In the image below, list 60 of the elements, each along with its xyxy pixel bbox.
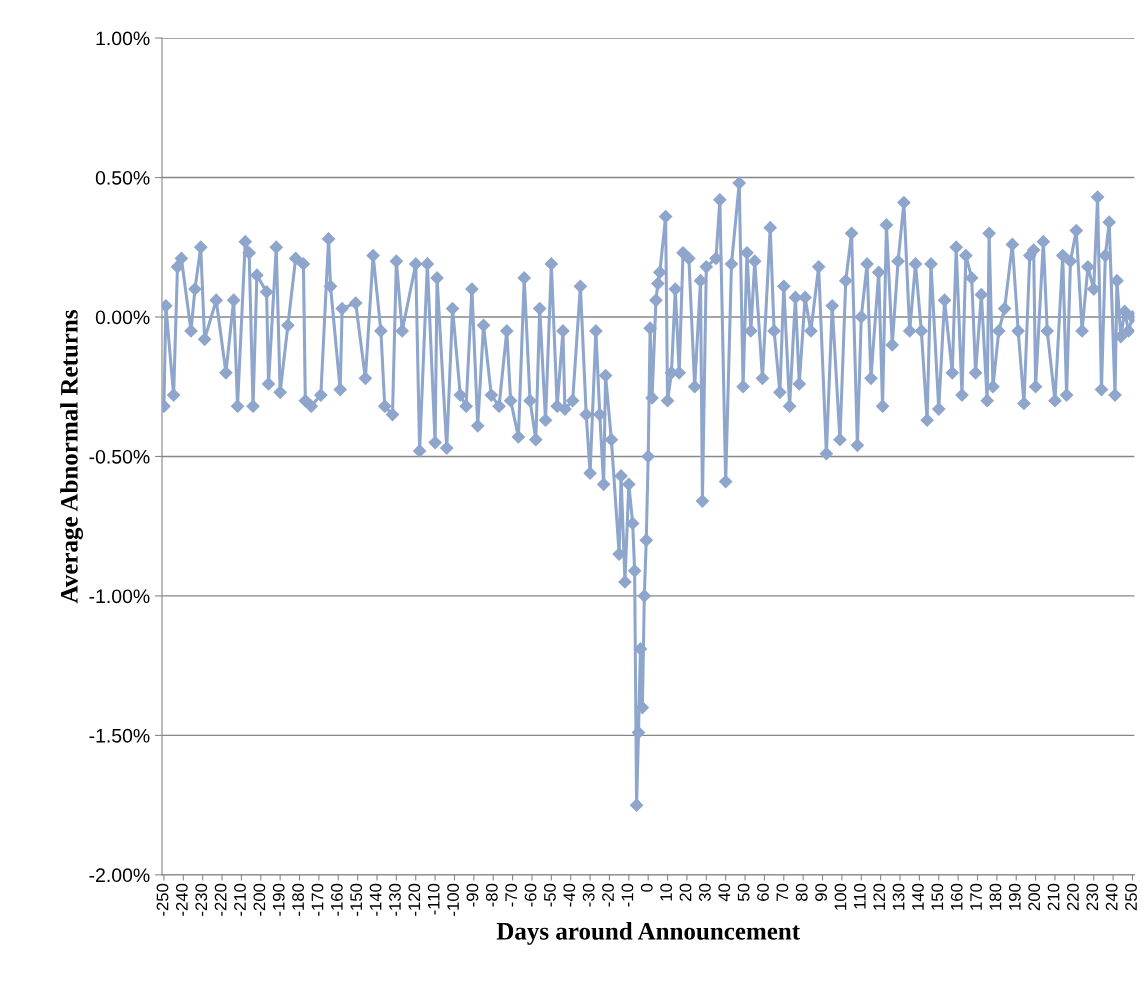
x-tick-label: 150 xyxy=(931,883,944,910)
x-tick-label: -240 xyxy=(175,883,188,916)
x-tick-label: 230 xyxy=(1086,883,1099,911)
x-tick-label: 100 xyxy=(834,883,847,910)
x-tick-label: 10 xyxy=(660,883,673,901)
x-tick-label: -80 xyxy=(485,883,498,907)
x-tick-label: 210 xyxy=(1047,883,1060,911)
x-tick-label: 20 xyxy=(679,883,692,901)
x-tick-label: -190 xyxy=(272,883,285,916)
y-tick-label: -0.50% xyxy=(89,449,150,464)
x-tick-label: 170 xyxy=(970,883,982,910)
x-tick-label: -250 xyxy=(156,883,169,916)
x-tick-label: 120 xyxy=(873,883,886,910)
x-tick-label: 30 xyxy=(698,883,711,902)
x-tick-label: -160 xyxy=(330,883,343,916)
x-tick-label: -40 xyxy=(563,883,576,907)
y-tick-label: 0.50% xyxy=(95,170,150,185)
x-tick-label: 180 xyxy=(989,883,1002,910)
x-tick-label: 90 xyxy=(815,883,827,901)
y-tick-label: -2.00% xyxy=(89,868,150,883)
x-tick-label: -50 xyxy=(544,883,556,907)
x-tick-label: 200 xyxy=(1028,883,1041,911)
x-tick-label: -220 xyxy=(214,883,227,916)
x-tick-label: -90 xyxy=(466,883,479,907)
x-tick-label: 240 xyxy=(1105,883,1118,911)
x-axis-title: Days around Announcement xyxy=(496,922,800,945)
x-tick-label: -130 xyxy=(389,883,401,916)
x-tick-label: 250 xyxy=(1125,883,1137,911)
x-tick-label: 190 xyxy=(1008,883,1021,910)
x-tick-label: -180 xyxy=(292,883,304,916)
x-tick-label: 130 xyxy=(892,883,905,910)
y-tick-label: 1.00% xyxy=(96,31,150,46)
x-tick-label: -170 xyxy=(311,883,324,916)
x-tick-label: -230 xyxy=(195,883,208,916)
x-tick-label: 40 xyxy=(718,883,731,902)
x-tick-label: 110 xyxy=(853,883,866,909)
y-tick-label: -1.50% xyxy=(89,728,150,743)
x-tick-label: -120 xyxy=(408,883,421,916)
x-tick-label: 50 xyxy=(737,883,750,902)
x-tick-label: 70 xyxy=(776,883,789,901)
x-tick-label: 80 xyxy=(795,883,808,902)
x-tick-label: -30 xyxy=(582,883,595,907)
x-tick-label: -70 xyxy=(505,883,518,907)
x-tick-label: -200 xyxy=(253,883,266,916)
x-tick-label: -20 xyxy=(602,883,614,907)
x-tick-label: -100 xyxy=(447,883,459,916)
y-axis-title: Average Abnormal Returns xyxy=(60,310,84,604)
x-tick-label: -140 xyxy=(369,883,382,916)
x-tick-label: 140 xyxy=(912,883,924,910)
x-tick-label: 60 xyxy=(757,883,769,901)
y-tick-label: 0.00% xyxy=(95,310,150,325)
x-tick-label: -60 xyxy=(524,883,537,907)
x-tick-label: -110 xyxy=(427,883,440,915)
x-tick-label: -210 xyxy=(234,883,246,916)
x-tick-label: -150 xyxy=(350,883,363,916)
x-tick-label: -10 xyxy=(621,883,634,907)
x-tick-label: 0 xyxy=(640,883,653,892)
x-tick-label: 160 xyxy=(950,883,963,910)
x-tick-label: 220 xyxy=(1067,883,1079,911)
y-tick-label: -1.00% xyxy=(89,589,150,604)
